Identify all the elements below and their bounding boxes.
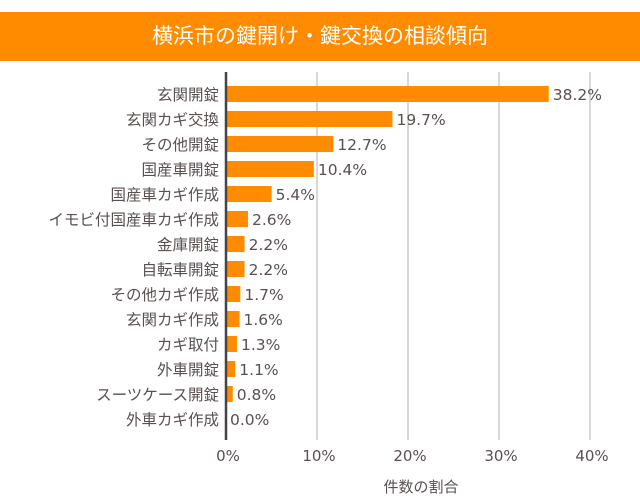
data-label: 2.2% [249, 236, 288, 254]
data-label: 1.6% [244, 311, 283, 329]
bar [226, 361, 236, 377]
bar [226, 186, 272, 202]
data-label: 10.4% [318, 161, 367, 179]
data-label: 5.4% [276, 186, 315, 204]
category-label: イモビ付国産車カギ作成 [48, 211, 219, 229]
category-label: 国産車カギ作成 [110, 186, 219, 204]
x-tick-label: 20% [393, 447, 426, 465]
data-label: 19.7% [396, 111, 445, 129]
category-label: その他開錠 [141, 136, 219, 154]
category-label: スーツケース開錠 [96, 386, 219, 404]
x-axis-title: 件数の割合 [383, 478, 458, 496]
data-label: 0.8% [237, 386, 276, 404]
category-label: 玄関カギ交換 [126, 111, 220, 129]
data-label: 1.7% [244, 286, 283, 304]
data-label: 38.2% [553, 86, 602, 104]
category-label: 国産車開錠 [141, 161, 219, 179]
bar [226, 236, 245, 252]
bar [226, 161, 314, 177]
data-label: 2.6% [252, 211, 291, 229]
category-label: 外車開錠 [157, 361, 219, 379]
x-tick-label: 30% [484, 447, 517, 465]
data-label: 1.1% [239, 361, 278, 379]
data-label: 0.0% [230, 411, 269, 429]
category-label: 外車カギ作成 [126, 411, 219, 429]
category-label: 金庫開錠 [157, 236, 219, 254]
category-label: 自転車開錠 [141, 261, 219, 279]
bar [226, 211, 248, 227]
bar [226, 261, 245, 277]
data-label: 2.2% [249, 261, 288, 279]
bar [226, 336, 237, 352]
bar [226, 136, 334, 152]
bar [226, 111, 393, 127]
data-label: 1.3% [241, 336, 280, 354]
bar [226, 86, 549, 102]
chart-title: 横浜市の鍵開け・鍵交換の相談傾向 [0, 12, 640, 61]
data-label: 12.7% [337, 136, 386, 154]
x-tick-label: 10% [302, 447, 335, 465]
category-label: 玄関カギ作成 [126, 311, 219, 329]
x-tick-label: 0% [216, 447, 240, 465]
bar [226, 311, 240, 327]
category-label: カギ取付 [157, 336, 219, 354]
bar [226, 286, 241, 302]
bar [226, 386, 233, 402]
category-label: 玄関開錠 [157, 86, 219, 104]
x-tick-label: 40% [575, 447, 608, 465]
category-label: その他カギ作成 [110, 286, 219, 304]
